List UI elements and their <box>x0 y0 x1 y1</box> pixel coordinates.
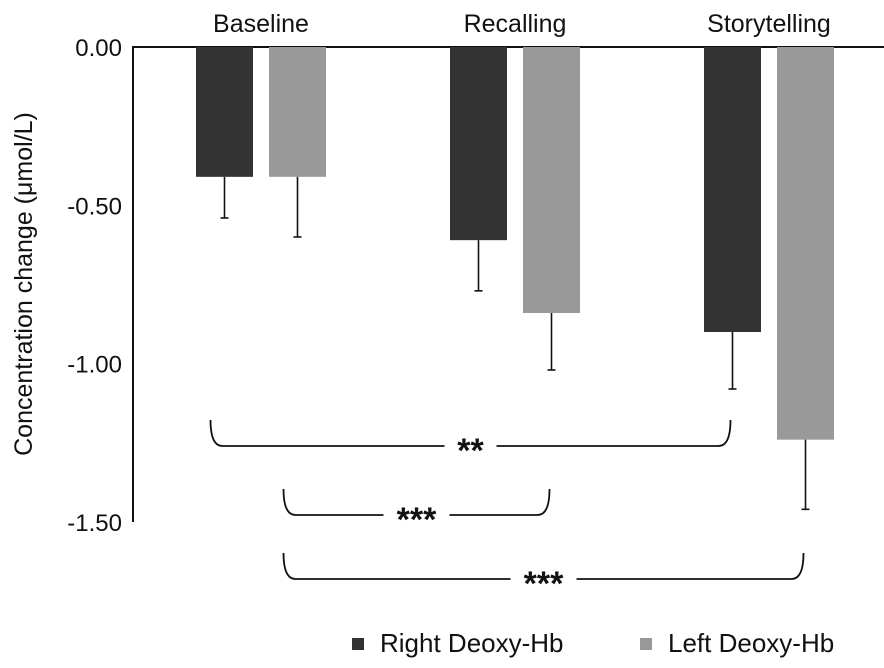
bar <box>777 47 834 440</box>
bar <box>269 47 326 177</box>
category-label: Storytelling <box>707 10 831 38</box>
significance-bracket <box>449 488 551 516</box>
bar <box>196 47 253 177</box>
significance-label: ** <box>457 432 484 470</box>
significance-label: *** <box>397 501 437 539</box>
legend-swatch <box>352 638 364 650</box>
legend-label: Left Deoxy-Hb <box>668 628 834 658</box>
y-tick-label: -0.50 <box>67 193 122 220</box>
significance-bracket <box>209 419 445 447</box>
bar <box>704 47 761 332</box>
category-label: Recalling <box>464 10 567 38</box>
bar <box>450 47 507 241</box>
significance-bracket <box>576 552 805 580</box>
significance-label: *** <box>524 565 564 603</box>
category-label: Baseline <box>213 10 309 38</box>
y-tick-label: -1.00 <box>67 352 122 379</box>
y-tick-label: 0.00 <box>75 35 122 62</box>
significance-bracket <box>282 552 511 580</box>
y-tick-label: -1.50 <box>67 510 122 537</box>
significance-bracket <box>282 488 384 516</box>
significance-bracket <box>496 419 732 447</box>
legend-label: Right Deoxy-Hb <box>380 628 564 658</box>
y-axis-title: Concentration change (μmol/L) <box>10 112 38 456</box>
bar <box>523 47 580 313</box>
legend-swatch <box>640 638 652 650</box>
